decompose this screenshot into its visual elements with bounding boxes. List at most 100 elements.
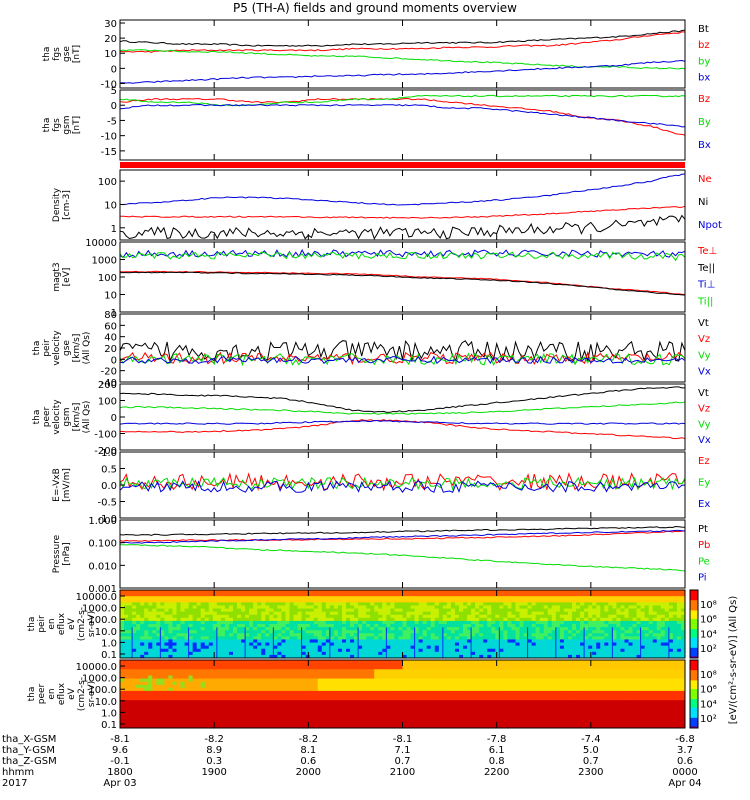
heatmap-cell <box>366 599 371 603</box>
heatmap-cell <box>228 684 234 689</box>
heatmap-cell <box>394 590 399 594</box>
heatmap-cell <box>652 630 658 634</box>
legend-label: bx <box>698 73 710 84</box>
heatmap-cell <box>277 642 282 647</box>
heatmap-cell <box>140 593 145 597</box>
heatmap-cell <box>180 669 186 673</box>
heatmap-cell <box>374 633 379 637</box>
heatmap-cell <box>120 599 125 603</box>
heatmap-cell <box>551 633 557 637</box>
heatmap-cell <box>196 624 202 628</box>
heatmap-cell <box>539 608 545 613</box>
heatmap-cell <box>317 684 323 689</box>
heatmap-cell <box>204 642 210 647</box>
heatmap-cell <box>672 633 678 637</box>
heatmap-cell <box>257 721 262 726</box>
heatmap-cell <box>321 605 327 610</box>
heatmap-cell <box>370 666 375 670</box>
heatmap-cell <box>124 706 129 710</box>
heatmap-cell <box>354 687 359 692</box>
heatmap-cell <box>628 599 634 603</box>
heatmap-cell <box>499 633 504 637</box>
heatmap-cell <box>305 678 311 683</box>
heatmap-cell <box>237 611 242 616</box>
series-line-Vy <box>119 401 686 415</box>
heatmap-cell <box>402 697 408 701</box>
heatmap-cell <box>152 672 157 676</box>
heatmap-cell <box>632 624 638 628</box>
heatmap-cell <box>644 593 650 597</box>
y-axis-label: eflux <box>57 612 67 635</box>
heatmap-cell <box>341 614 347 619</box>
heatmap-cell <box>386 620 391 625</box>
heatmap-cell <box>220 630 226 634</box>
heatmap-cell <box>265 663 270 667</box>
heatmap-cell <box>160 630 165 634</box>
heatmap-cell <box>410 620 416 625</box>
heatmap-cell <box>580 593 585 597</box>
heatmap-cell <box>487 614 492 619</box>
heatmap-cell <box>475 630 480 634</box>
heatmap-cell <box>212 672 218 676</box>
heatmap-cell <box>386 608 391 613</box>
heatmap-cell <box>180 709 186 714</box>
heatmap-cell <box>184 706 190 710</box>
heatmap-cell <box>317 697 323 701</box>
heatmap-cell <box>321 611 327 616</box>
heatmap-cell <box>200 624 206 628</box>
heatmap-cell <box>442 639 448 644</box>
heatmap-cell <box>172 681 177 686</box>
heatmap-cell <box>148 694 153 698</box>
heatmap-cell <box>495 639 500 644</box>
heatmap-cell <box>370 703 375 707</box>
heatmap-cell <box>325 633 331 637</box>
heatmap-cell <box>128 709 133 714</box>
heatmap-cell <box>120 703 125 707</box>
heatmap-cell <box>555 651 561 656</box>
heatmap-cell <box>281 648 286 653</box>
heatmap-cell <box>253 602 258 606</box>
heatmap-cell <box>249 617 254 622</box>
heatmap-cell <box>261 608 266 613</box>
heatmap-cell <box>317 706 323 710</box>
heatmap-cell <box>297 669 303 673</box>
heatmap-cell <box>313 651 319 656</box>
heatmap-cell <box>463 636 468 640</box>
heatmap-cell <box>216 590 222 594</box>
heatmap-cell <box>269 645 274 650</box>
heatmap-cell <box>459 602 464 606</box>
heatmap-cell <box>652 614 658 619</box>
heatmap-cell <box>285 669 290 673</box>
heatmap-cell <box>156 687 161 692</box>
heatmap-cell <box>406 654 412 659</box>
y-tick-label: 1.0 <box>101 638 117 649</box>
heatmap-cell <box>257 611 262 616</box>
heatmap-cell <box>543 648 549 653</box>
heatmap-cell <box>297 602 303 606</box>
heatmap-cell <box>479 614 484 619</box>
heatmap-cell <box>350 645 355 650</box>
heatmap-cell <box>196 608 202 613</box>
heatmap-cell <box>370 697 375 701</box>
heatmap-cell <box>152 633 157 637</box>
heatmap-cell <box>446 639 452 644</box>
heatmap-cell <box>398 645 403 650</box>
heatmap-cell <box>172 602 177 606</box>
heatmap-cell <box>305 703 311 707</box>
heatmap-cell <box>450 617 456 622</box>
heatmap-cell <box>333 703 339 707</box>
heatmap-cell <box>285 639 290 644</box>
heatmap-cell <box>531 654 537 659</box>
heatmap-cell <box>652 648 658 653</box>
heatmap-cell <box>430 620 436 625</box>
heatmap-cell <box>184 648 190 653</box>
heatmap-cell <box>341 624 347 628</box>
heatmap-cell <box>204 700 210 704</box>
series-line-Te|| <box>119 271 686 296</box>
heatmap-cell <box>608 605 613 610</box>
heatmap-cell <box>176 703 182 707</box>
heatmap-cell <box>555 602 561 606</box>
heatmap-cell <box>249 624 254 628</box>
heatmap-cell <box>362 700 367 704</box>
